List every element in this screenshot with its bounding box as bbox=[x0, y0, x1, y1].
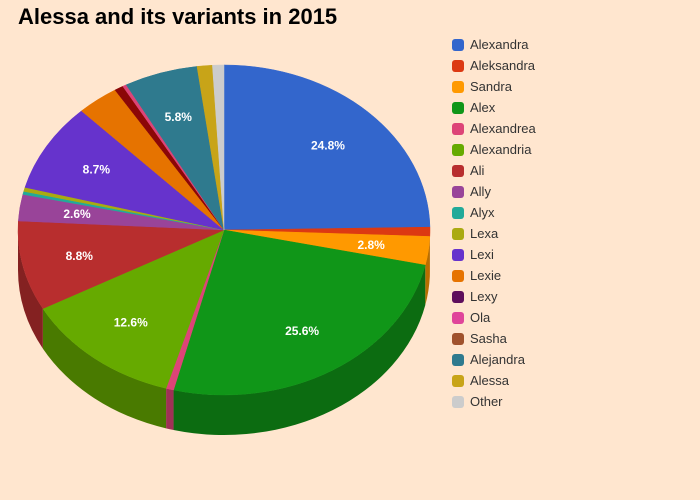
legend-item-alexandrea[interactable]: Alexandrea bbox=[452, 118, 692, 139]
legend-swatch-ali bbox=[452, 164, 464, 177]
legend-item-alessa[interactable]: Alessa bbox=[452, 370, 692, 391]
legend-swatch-aleksandra bbox=[452, 59, 464, 72]
legend-item-alejandra[interactable]: Alejandra bbox=[452, 349, 692, 370]
pie-slice-ali[interactable] bbox=[17, 220, 225, 309]
legend-item-aleksandra[interactable]: Aleksandra bbox=[452, 55, 692, 76]
legend-item-alexandra[interactable]: Alexandra bbox=[452, 34, 692, 55]
legend-item-lexie[interactable]: Lexie bbox=[452, 265, 692, 286]
legend-swatch-alex bbox=[452, 101, 464, 114]
legend-label-ally: Ally bbox=[470, 184, 491, 199]
slice-label-lexi: 8.7% bbox=[83, 163, 111, 177]
legend-label-alex: Alex bbox=[470, 100, 496, 115]
legend-label-lexi: Lexi bbox=[470, 247, 494, 262]
pie-slice-alexandria[interactable] bbox=[42, 229, 225, 389]
legend-label-ola: Ola bbox=[470, 310, 491, 325]
slice-label-ally: 2.6% bbox=[63, 207, 91, 221]
legend-label-lexa: Lexa bbox=[470, 226, 499, 241]
pie-slice-lexi[interactable] bbox=[24, 110, 225, 231]
slice-label-alexandra: 24.8% bbox=[311, 138, 345, 152]
slice-label-alexandria: 12.6% bbox=[114, 315, 148, 329]
legend-label-ali: Ali bbox=[470, 163, 485, 178]
legend-item-lexi[interactable]: Lexi bbox=[452, 244, 692, 265]
legend-label-alexandria: Alexandria bbox=[470, 142, 532, 157]
legend-item-ola[interactable]: Ola bbox=[452, 307, 692, 328]
legend-label-alessa: Alessa bbox=[470, 373, 510, 388]
legend-label-lexy: Lexy bbox=[470, 289, 498, 304]
pie-side-ali bbox=[18, 230, 43, 349]
legend-swatch-other bbox=[452, 395, 464, 408]
pie-side-alex bbox=[173, 265, 426, 435]
legend-item-ally[interactable]: Ally bbox=[452, 181, 692, 202]
legend-swatch-alejandra bbox=[452, 353, 464, 366]
chart-legend: Alexandra Aleksandra Sandra Alex Alexandrea A… bbox=[452, 34, 692, 412]
legend-label-alexandrea: Alexandrea bbox=[470, 121, 536, 136]
legend-swatch-alexandria bbox=[452, 143, 464, 156]
legend-item-alex[interactable]: Alex bbox=[452, 97, 692, 118]
legend-label-sasha: Sasha bbox=[470, 331, 507, 346]
slice-label-sandra: 2.8% bbox=[357, 238, 385, 252]
pie-slice-alex[interactable] bbox=[173, 229, 426, 396]
legend-swatch-lexi bbox=[452, 248, 464, 261]
legend-swatch-ola bbox=[452, 311, 464, 324]
pie-side-alexandrea bbox=[166, 388, 174, 430]
legend-label-lexie: Lexie bbox=[470, 268, 502, 283]
legend-item-lexa[interactable]: Lexa bbox=[452, 223, 692, 244]
legend-label-aleksandra: Aleksandra bbox=[470, 58, 536, 73]
legend-swatch-alyx bbox=[452, 206, 464, 219]
legend-swatch-alexandra bbox=[452, 38, 464, 51]
legend-item-alexandria[interactable]: Alexandria bbox=[452, 139, 692, 160]
legend-item-ali[interactable]: Ali bbox=[452, 160, 692, 181]
pie-side-alexandria bbox=[42, 308, 167, 429]
legend-swatch-lexie bbox=[452, 269, 464, 282]
legend-label-other: Other bbox=[470, 394, 503, 409]
legend-label-alejandra: Alejandra bbox=[470, 352, 525, 367]
chart-title: Alessa and its variants in 2015 bbox=[18, 4, 338, 29]
pie-slice-other[interactable] bbox=[212, 64, 225, 231]
legend-swatch-lexy bbox=[452, 290, 464, 303]
legend-item-alyx[interactable]: Alyx bbox=[452, 202, 692, 223]
legend-swatch-lexa bbox=[452, 227, 464, 240]
legend-swatch-sandra bbox=[452, 80, 464, 93]
slice-label-alex: 25.6% bbox=[285, 324, 319, 338]
legend-item-lexy[interactable]: Lexy bbox=[452, 286, 692, 307]
legend-item-sandra[interactable]: Sandra bbox=[452, 76, 692, 97]
legend-label-sandra: Sandra bbox=[470, 79, 512, 94]
slice-label-alejandra: 5.8% bbox=[165, 110, 193, 124]
legend-swatch-ally bbox=[452, 185, 464, 198]
pie-slice-alexandra[interactable] bbox=[223, 64, 431, 231]
legend-item-sasha[interactable]: Sasha bbox=[452, 328, 692, 349]
legend-label-alyx: Alyx bbox=[470, 205, 495, 220]
slice-label-ali: 8.8% bbox=[66, 249, 94, 263]
legend-label-alexandra: Alexandra bbox=[470, 37, 529, 52]
legend-item-other[interactable]: Other bbox=[452, 391, 692, 412]
legend-swatch-sasha bbox=[452, 332, 464, 345]
legend-swatch-alessa bbox=[452, 374, 464, 387]
pie-side-sandra bbox=[425, 236, 430, 306]
legend-swatch-alexandrea bbox=[452, 122, 464, 135]
